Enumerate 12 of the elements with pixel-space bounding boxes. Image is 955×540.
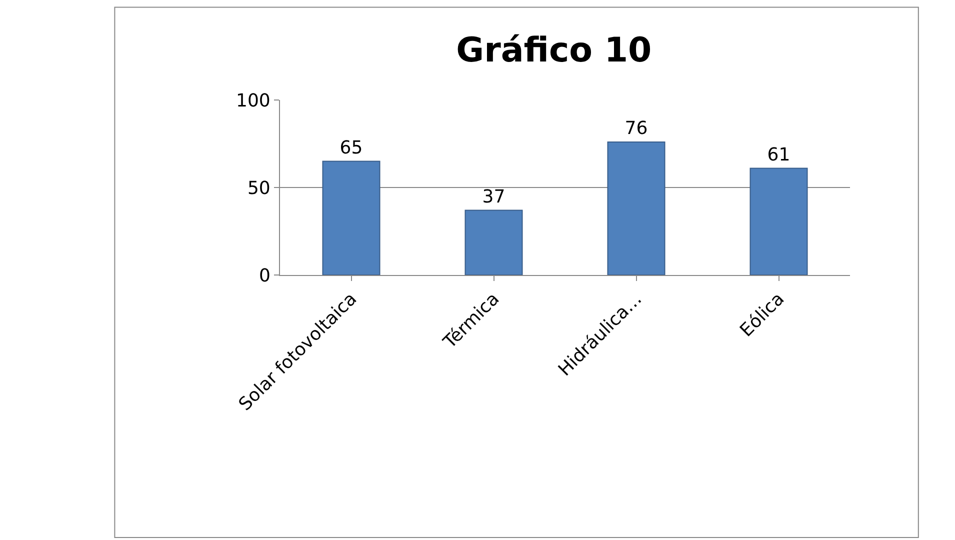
bar	[750, 168, 808, 275]
bar	[464, 210, 523, 275]
data-label: 61	[767, 144, 790, 166]
data-label: 37	[482, 186, 506, 208]
data-label: 65	[340, 137, 363, 158]
chart-title: Gráfico 10	[456, 30, 652, 71]
y-tick-label: 50	[247, 178, 270, 199]
y-tick-label: 0	[258, 265, 270, 286]
data-label: 76	[624, 118, 648, 139]
bar	[322, 160, 380, 275]
y-tick-label: 100	[236, 90, 270, 112]
bar	[607, 142, 666, 275]
